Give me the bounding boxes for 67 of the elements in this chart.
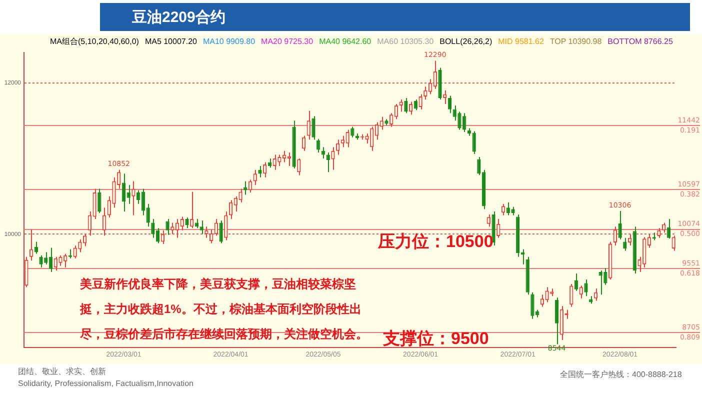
candlestick [248,179,252,194]
text: MA60 10305.30 [377,37,434,46]
candlestick [219,220,223,244]
candlestick [501,203,506,216]
candlestick [48,247,53,272]
candlestick [331,146,335,170]
candlestick [657,228,661,238]
candlestick [24,256,28,288]
text: MA5 10007.20 [144,37,197,46]
candlestick [224,210,228,241]
candlestick [312,116,316,140]
candlestick [623,237,627,252]
text: MA组合(5,10,20,40,60,0) [50,37,139,46]
candlestick [350,126,354,138]
text: 团结、敬业、求实、创新 [18,366,106,377]
candlestick [34,241,38,254]
text: 全国统一客户热线：400-8888-218 [560,369,682,380]
candlestick [448,95,452,114]
text: TOP 10390.98 [550,37,602,46]
candlestick [506,202,510,216]
candlestick [107,196,111,218]
candlestick [132,180,136,216]
candlestick [258,166,262,178]
candlestick [204,226,208,238]
candlestick [117,169,121,190]
candlestick [200,220,204,235]
annotation: 支撑位：9500 [383,328,489,350]
candlestick [613,226,618,246]
text: MA40 9642.60 [319,37,372,46]
candlestick [530,292,534,320]
candlestick [540,294,544,308]
text: MID 9581.62 [498,37,544,46]
candlestick [365,133,369,144]
text: MA10 9909.80 [202,37,256,46]
candlestick [443,90,447,105]
candlestick [244,180,248,196]
candlestick [638,256,642,272]
candlestick [604,268,608,286]
candlestick [496,218,500,238]
candlestick [166,218,170,236]
text: Solidarity, Professionalism, Factualism,Innovation [18,379,194,388]
annotation: 压力位：10500 [378,231,494,253]
candlestick [486,214,490,228]
candlestick [672,235,676,252]
candlestick [326,152,330,173]
candlestick [58,254,62,266]
text: MA20 9725.30 [261,37,314,46]
candlestick [316,138,320,153]
candlestick [39,254,43,268]
text: BOLL(26,26,2) [440,37,492,46]
candlestick [554,297,559,345]
chart-title: 豆油2209合约 [132,8,226,27]
text: BOTTOM 8766.25 [608,37,673,46]
candlestick [584,279,588,297]
candlestick [418,94,422,110]
candlestick [340,135,345,148]
candlestick [404,97,408,114]
candlestick [185,217,189,229]
candlestick [618,210,622,240]
candlestick [306,110,310,140]
candlestick [458,111,462,130]
candlestick [122,173,126,212]
candlestick [102,207,106,236]
candlestick [462,112,466,133]
candlestick [98,188,102,214]
candlestick [238,188,242,203]
candlestick [112,176,116,208]
